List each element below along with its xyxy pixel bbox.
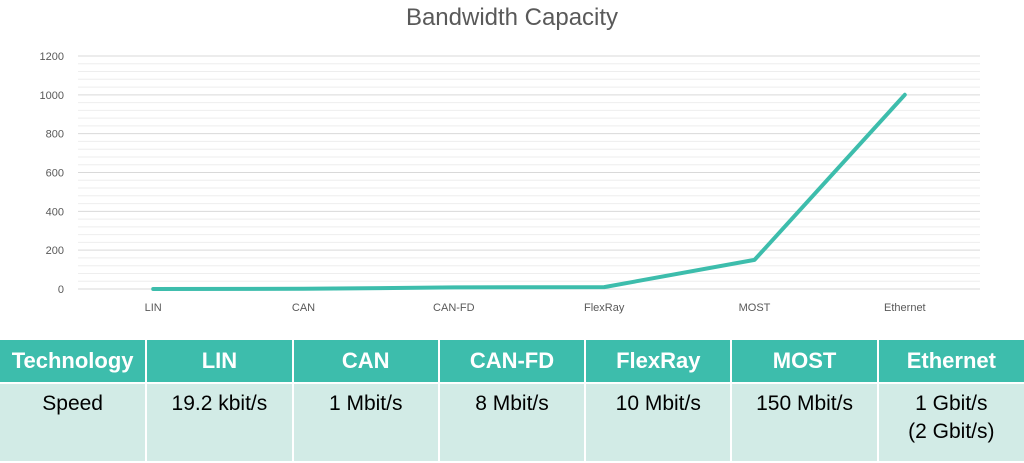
speed-flexray: 10 Mbit/s xyxy=(585,382,733,461)
speed-can-fd: 8 Mbit/s xyxy=(438,382,587,461)
speed-lin: 19.2 kbit/s xyxy=(146,382,294,461)
chart-title: Bandwidth Capacity xyxy=(405,4,619,31)
y-tick-label: 1000 xyxy=(40,90,64,102)
speed-table: Technology LIN CAN CAN-FD FlexRay MOST E… xyxy=(0,340,1024,461)
x-tick-label: Ethernet xyxy=(884,302,926,314)
y-axis: 0 200 400 600 800 1000 1200 xyxy=(40,51,64,296)
series-line xyxy=(151,92,907,291)
line-chart: 0 200 400 600 800 1000 1200 LIN CAN CAN-FD FlexRa… xyxy=(40,51,980,314)
header-flexray: FlexRay xyxy=(585,340,733,383)
header-lin: LIN xyxy=(146,340,294,383)
row-label-speed: Speed xyxy=(0,382,148,461)
y-tick-label: 600 xyxy=(46,168,64,180)
gridlines xyxy=(78,55,980,290)
x-tick-label: CAN xyxy=(292,302,315,314)
y-tick-label: 200 xyxy=(46,245,64,257)
header-can-fd: CAN-FD xyxy=(438,340,587,383)
header-ethernet: Ethernet xyxy=(877,340,1024,383)
header-can: CAN xyxy=(292,340,440,383)
table-row: Speed 19.2 kbit/s 1 Mbit/s 8 Mbit/s 10 M… xyxy=(0,382,1024,461)
x-tick-label: LIN xyxy=(145,302,162,314)
y-tick-label: 0 xyxy=(58,284,64,296)
y-tick-label: 800 xyxy=(46,129,64,141)
table-header-row: Technology LIN CAN CAN-FD FlexRay MOST E… xyxy=(0,340,1024,383)
y-tick-label: 400 xyxy=(46,206,64,218)
x-tick-label: CAN-FD xyxy=(433,302,475,314)
header-most: MOST xyxy=(731,340,879,383)
header-technology: Technology xyxy=(0,340,148,383)
speed-can: 1 Mbit/s xyxy=(292,382,440,461)
x-tick-label: FlexRay xyxy=(584,302,625,314)
x-tick-label: MOST xyxy=(739,302,771,314)
y-tick-label: 1200 xyxy=(40,51,64,63)
speed-ethernet: 1 Gbit/s (2 Gbit/s) xyxy=(877,382,1024,461)
x-axis: LIN CAN CAN-FD FlexRay MOST Ethernet xyxy=(145,302,926,314)
series-line-layer xyxy=(151,92,907,291)
speed-most: 150 Mbit/s xyxy=(731,382,879,461)
